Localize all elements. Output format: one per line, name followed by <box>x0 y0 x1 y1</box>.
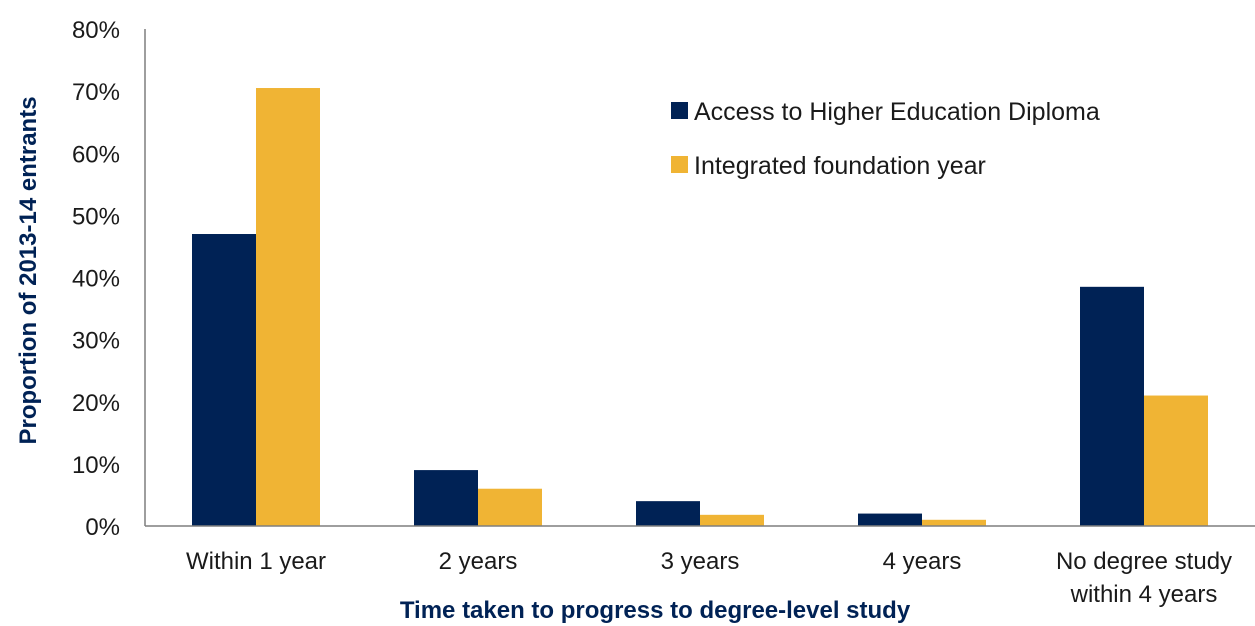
bar <box>922 519 986 526</box>
bar <box>636 501 700 526</box>
x-axis-categories: Within 1 year 2 years 3 years 4 years No deg… <box>186 548 1232 608</box>
y-axis-title: Proportion of 2013-14 entrants <box>15 96 42 444</box>
legend-swatch <box>671 156 688 173</box>
x-tick-label: 4 years <box>883 548 962 575</box>
bar <box>414 470 478 526</box>
y-tick-label: 40% <box>72 266 120 293</box>
y-tick-label: 60% <box>72 141 120 168</box>
x-tick-label: No degree study <box>1056 548 1232 575</box>
legend-label: Access to Higher Education Diploma <box>694 98 1100 126</box>
bar <box>1080 286 1144 526</box>
y-tick-label: 0% <box>85 514 120 541</box>
y-tick-label: 70% <box>72 79 120 106</box>
legend: Access to Higher Education Diploma Integr… <box>671 98 1100 180</box>
x-tick-label: 2 years <box>439 548 518 575</box>
y-tick-label: 80% <box>72 17 120 44</box>
y-tick-label: 50% <box>72 203 120 230</box>
y-tick-label: 10% <box>72 452 120 479</box>
y-axis-ticks: 0% 10% 20% 30% 40% 50% 60% 70% 80% <box>72 17 120 541</box>
x-tick-label: Within 1 year <box>186 548 326 575</box>
bar <box>256 88 320 527</box>
y-tick-label: 20% <box>72 390 120 417</box>
bars <box>192 88 1208 527</box>
bar <box>858 513 922 526</box>
bar <box>478 488 542 526</box>
x-tick-label: within 4 years <box>1070 581 1218 608</box>
bar <box>192 234 256 526</box>
x-tick-label: 3 years <box>661 548 740 575</box>
bar <box>1144 395 1208 526</box>
bar <box>700 514 764 526</box>
legend-swatch <box>671 102 688 119</box>
x-axis-title: Time taken to progress to degree-level s… <box>400 597 911 624</box>
y-tick-label: 30% <box>72 328 120 355</box>
legend-label: Integrated foundation year <box>694 152 986 180</box>
